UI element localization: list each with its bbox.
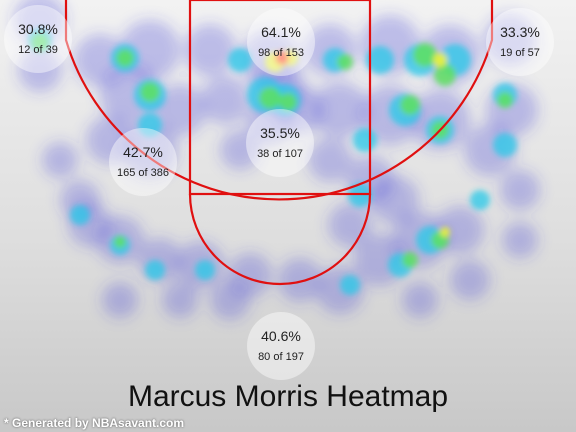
heat-blob [366, 46, 394, 74]
heat-blob [86, 116, 134, 164]
heat-blob [502, 222, 538, 258]
zone-pct: 64.1% [261, 23, 301, 40]
heat-blob [470, 190, 490, 210]
zone-pct: 42.7% [123, 143, 163, 160]
heat-blob [275, 51, 289, 65]
heat-blob [371, 176, 419, 224]
court-lines [64, 0, 494, 286]
credit-text: * Generated by NBAsavant.com [4, 416, 185, 430]
zone-restricted-area: 64.1% 98 of 153 [247, 8, 315, 76]
heat-blob [195, 260, 215, 280]
zone-attempts: 80 of 197 [258, 350, 304, 363]
heat-blob [328, 203, 372, 247]
heat-blob [70, 205, 90, 225]
heat-blob [279, 93, 297, 111]
heat-blob [122, 122, 178, 178]
zone-attempts: 165 of 386 [117, 166, 169, 179]
heat-blob [278, 258, 322, 302]
zone-attempts: 98 of 153 [258, 46, 304, 59]
zone-mid-range: 42.7% 165 of 386 [109, 128, 177, 196]
heat-blob [493, 133, 517, 157]
heat-blob [60, 180, 100, 220]
heat-blob [434, 64, 456, 86]
heat-blob [102, 282, 138, 318]
heat-blob [340, 275, 360, 295]
heat-blob [154, 84, 206, 136]
zone-pct: 33.3% [500, 23, 540, 40]
heat-blob [450, 260, 490, 300]
heat-blob [400, 95, 420, 115]
heat-blob [184, 24, 236, 76]
zone-attempts: 12 of 39 [18, 43, 58, 56]
zone-pct: 35.5% [260, 124, 300, 141]
heat-blob [402, 282, 438, 318]
zone-right-corner: 33.3% 19 of 57 [486, 8, 554, 76]
heat-blob [210, 280, 250, 320]
heat-blob [116, 49, 134, 67]
zone-paint: 35.5% 38 of 107 [246, 109, 314, 177]
three-point-line [64, 0, 494, 201]
heat-blob [497, 92, 513, 108]
heat-blob [145, 260, 165, 280]
heat-core-layer [28, 28, 517, 295]
heat-blob [31, 33, 49, 51]
zone-pct: 30.8% [18, 20, 58, 37]
heat-blob [312, 82, 368, 138]
chart-title: Marcus Morris Heatmap [127, 380, 449, 413]
heat-blob [162, 282, 198, 318]
heat-blob [140, 82, 160, 102]
heat-blob [440, 227, 450, 237]
heat-blob [413, 43, 437, 67]
heat-blob [433, 53, 447, 67]
heat-blob [14, 0, 66, 46]
zone-above-break-three: 40.6% 80 of 197 [247, 312, 315, 380]
zone-pct: 40.6% [261, 327, 301, 344]
zone-left-corner: 30.8% 12 of 39 [4, 5, 72, 73]
zone-attempts: 19 of 57 [500, 46, 540, 59]
heat-blob [114, 236, 126, 248]
heat-blob [353, 128, 377, 152]
heat-blob [402, 252, 418, 268]
heat-blob [484, 14, 536, 66]
heat-blob [500, 170, 540, 210]
paint-box [188, 0, 372, 196]
heat-blob [220, 130, 260, 170]
free-throw-arc [188, 193, 372, 286]
zone-attempts: 38 of 107 [257, 147, 303, 160]
heat-blob [228, 48, 252, 72]
heat-blob [18, 48, 62, 92]
heat-blob [259, 87, 281, 109]
heat-blob [138, 113, 162, 137]
heat-blob [337, 54, 353, 70]
heat-blob [201, 76, 249, 124]
heat-blob [42, 142, 78, 178]
heat-blob [308, 138, 352, 182]
